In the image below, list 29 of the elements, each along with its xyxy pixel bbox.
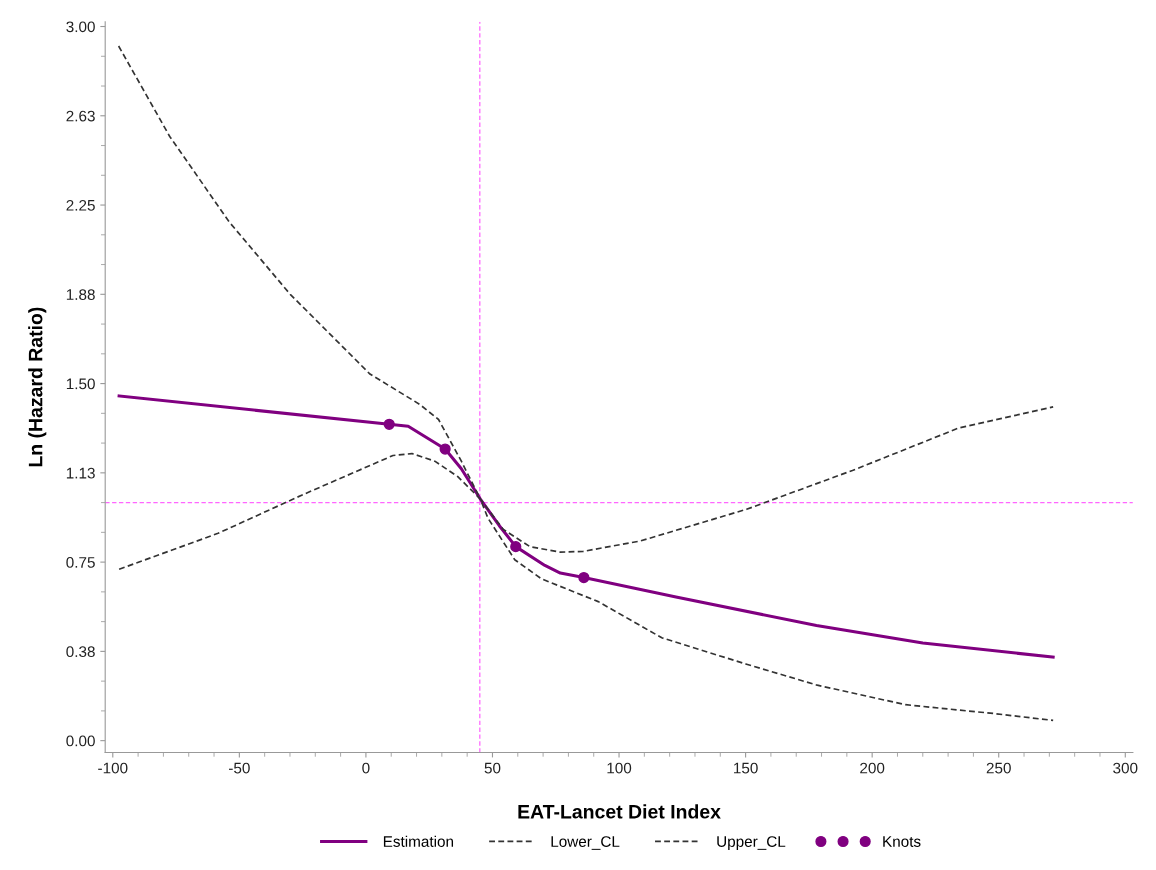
y-tick-label: 1.88	[66, 289, 95, 300]
point	[510, 541, 522, 553]
y-tick-label: 2.25	[66, 199, 95, 211]
x-tick-label: 250	[986, 762, 1011, 774]
y-tick-label: 0.38	[66, 646, 95, 658]
x-tick-label: 0	[362, 762, 370, 774]
point	[383, 418, 395, 430]
point	[578, 571, 590, 584]
y-tick-label: 0.00	[66, 735, 95, 747]
legend-label: Lower_CL	[551, 836, 620, 850]
legend-label: Estimation	[383, 835, 454, 847]
y-tick-label: 3.00	[66, 21, 95, 33]
x-axis-title: EAT-Lancet Diet Index	[518, 804, 721, 819]
x-tick-label: -100	[98, 762, 128, 774]
x-tick-label: 50	[484, 762, 501, 774]
y-tick-label: 0.75	[66, 556, 95, 568]
x-tick-label: 200	[860, 762, 885, 774]
x-tick-label: -50	[228, 762, 250, 774]
y-tick-label: 1.13	[66, 467, 95, 479]
x-tick-label: 150	[734, 762, 758, 774]
line-series	[117, 394, 1055, 659]
y-axis-title: Ln (Hazard Ratio)	[28, 307, 47, 467]
x-tick-label: 100	[607, 762, 632, 774]
y-tick-label: 1.50	[66, 378, 95, 390]
x-tick-label: 300	[1113, 762, 1138, 774]
legend-label: Knots	[883, 836, 921, 847]
legend-label: Upper_CL	[717, 836, 786, 850]
y-tick-label: 2.63	[66, 110, 95, 122]
point	[439, 443, 451, 455]
